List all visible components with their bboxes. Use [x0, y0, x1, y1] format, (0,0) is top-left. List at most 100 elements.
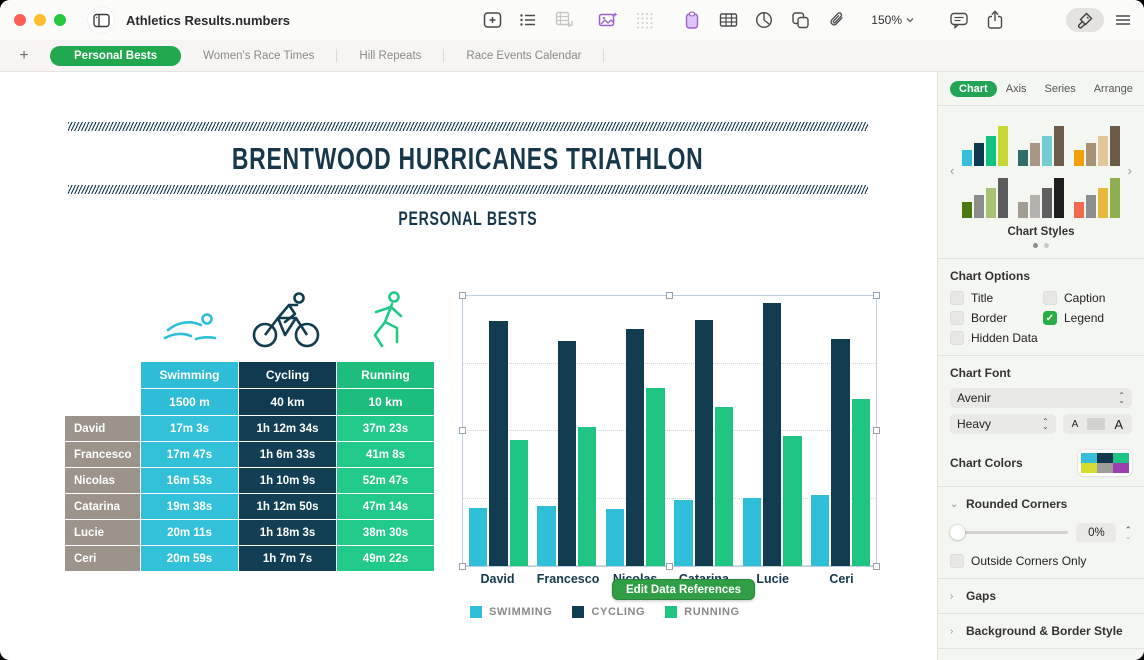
column-header[interactable]: Running: [337, 362, 434, 388]
table-cell[interactable]: 1h 6m 33s: [239, 442, 336, 467]
chart-style-thumbnail-5[interactable]: [1018, 174, 1064, 218]
bar-running-nicolas[interactable]: [646, 387, 665, 566]
selection-handle[interactable]: [459, 563, 466, 570]
chart-button[interactable]: [753, 9, 775, 31]
sheet-tab-race-events-calendar[interactable]: Race Events Calendar: [466, 49, 582, 62]
table-cell[interactable]: 49m 22s: [337, 546, 434, 571]
bar-cycling-david[interactable]: [489, 321, 508, 566]
chart-style-thumbnail-1[interactable]: [962, 122, 1008, 166]
column-header[interactable]: Cycling: [239, 362, 336, 388]
table-cell[interactable]: 20m 59s: [141, 546, 238, 571]
add-sheet-button[interactable]: +: [19, 46, 29, 64]
view-options-button[interactable]: [517, 9, 539, 31]
sheet-tab-women-s-race-times[interactable]: Women's Race Times: [203, 49, 315, 62]
shape-button[interactable]: [789, 9, 811, 31]
row-header[interactable]: David: [65, 416, 140, 441]
inspector-tab-chart[interactable]: Chart: [950, 81, 997, 97]
chart-style-thumbnail-6[interactable]: [1074, 174, 1120, 218]
table-cell[interactable]: 19m 38s: [141, 494, 238, 519]
checkbox-caption[interactable]: Caption: [1043, 291, 1132, 305]
bar-swimming-francesco[interactable]: [537, 506, 556, 566]
selection-handle[interactable]: [873, 292, 880, 299]
rounded-corners-value[interactable]: 0%: [1076, 523, 1117, 542]
column-subheader[interactable]: 40 km: [239, 389, 336, 415]
row-header[interactable]: Lucie: [65, 520, 140, 545]
table-cell[interactable]: 17m 3s: [141, 416, 238, 441]
bar-swimming-david[interactable]: [469, 508, 488, 566]
rounded-corners-disclosure[interactable]: ⌄ Rounded Corners: [950, 497, 1068, 511]
table-cell[interactable]: 52m 47s: [337, 468, 434, 493]
row-header[interactable]: Francesco: [65, 442, 140, 467]
table-cell[interactable]: 1h 12m 34s: [239, 416, 336, 441]
organize-button[interactable]: [1112, 9, 1134, 31]
table-cell[interactable]: 1h 18m 3s: [239, 520, 336, 545]
font-family-select[interactable]: Avenir ⌃ ⌄: [950, 388, 1132, 408]
column-subheader[interactable]: 10 km: [337, 389, 434, 415]
increase-font-button[interactable]: A: [1114, 416, 1123, 432]
inspector-tab-arrange[interactable]: Arrange: [1093, 83, 1133, 95]
text-tool-button[interactable]: [681, 9, 703, 31]
minimize-window-button[interactable]: [34, 14, 46, 26]
zoom-control[interactable]: 150%: [871, 13, 914, 27]
decrease-font-button[interactable]: A: [1071, 418, 1079, 430]
checkbox-border[interactable]: Border: [950, 311, 1039, 325]
bar-cycling-francesco[interactable]: [557, 341, 577, 566]
insert-table-rows-button[interactable]: [553, 9, 575, 31]
bar-swimming-catarina[interactable]: [674, 499, 693, 566]
close-window-button[interactable]: [14, 14, 26, 26]
chart-style-thumbnail-3[interactable]: [1074, 122, 1120, 166]
table-cell[interactable]: 1h 12m 50s: [239, 494, 336, 519]
inspector-tab-series[interactable]: Series: [1044, 83, 1076, 95]
personal-bests-table[interactable]: Swimming Cycling Running 1500 m 40 km 10 km Da…: [65, 362, 434, 571]
share-button[interactable]: [984, 9, 1006, 31]
checkbox-title[interactable]: Title: [950, 291, 1039, 305]
carousel-dot[interactable]: [1044, 243, 1049, 248]
section-gaps[interactable]: › Gaps: [950, 589, 997, 603]
column-subheader[interactable]: 1500 m: [141, 389, 238, 415]
zoom-window-button[interactable]: [54, 14, 66, 26]
bar-running-david[interactable]: [509, 439, 528, 566]
row-header[interactable]: Catarina: [65, 494, 140, 519]
row-header[interactable]: Nicolas: [65, 468, 140, 493]
bar-cycling-nicolas[interactable]: [626, 329, 645, 566]
format-button[interactable]: [1066, 8, 1104, 32]
grid-button[interactable]: [633, 9, 655, 31]
chart-colors-swatch[interactable]: [1078, 450, 1132, 476]
selection-handle[interactable]: [665, 292, 673, 299]
table-cell[interactable]: 37m 23s: [337, 416, 434, 441]
checkbox-legend[interactable]: ✓ Legend: [1043, 311, 1132, 325]
slider-knob[interactable]: [950, 524, 965, 540]
checkbox-hidden-data[interactable]: Hidden Data: [950, 331, 1039, 345]
selection-handle[interactable]: [873, 563, 880, 570]
carousel-dot[interactable]: [1033, 243, 1038, 248]
table-cell[interactable]: 17m 47s: [141, 442, 238, 467]
inspector-tab-axis[interactable]: Axis: [1005, 83, 1027, 95]
section-background-border-style[interactable]: › Background & Border Style: [950, 624, 1123, 638]
chart-style-thumbnail-4[interactable]: [962, 174, 1008, 218]
outside-corners-checkbox[interactable]: Outside Corners Only: [950, 554, 1132, 568]
bar-swimming-lucie[interactable]: [742, 497, 761, 566]
bar-running-lucie[interactable]: [783, 436, 802, 566]
row-header[interactable]: Ceri: [65, 546, 140, 571]
table-cell[interactable]: 41m 8s: [337, 442, 434, 467]
comment-button[interactable]: [948, 9, 970, 31]
selection-handle[interactable]: [459, 427, 466, 434]
bar-running-ceri[interactable]: [851, 399, 870, 566]
bar-chart[interactable]: [459, 292, 880, 570]
selection-handle[interactable]: [873, 427, 880, 434]
table-cell[interactable]: 1h 7m 7s: [239, 546, 336, 571]
table-cell[interactable]: 1h 10m 9s: [239, 468, 336, 493]
font-weight-select[interactable]: Heavy ⌃ ⌄: [950, 414, 1056, 434]
table-corner-cell[interactable]: [65, 389, 140, 415]
selection-handle[interactable]: [665, 563, 673, 570]
rounded-corners-stepper[interactable]: ⌃ ⌄: [1124, 524, 1132, 541]
bar-running-francesco[interactable]: [578, 427, 597, 566]
column-header[interactable]: Swimming: [141, 362, 238, 388]
table-cell[interactable]: 16m 53s: [141, 468, 238, 493]
bar-cycling-catarina[interactable]: [694, 320, 713, 566]
bar-cycling-lucie[interactable]: [762, 302, 782, 566]
table-cell[interactable]: 38m 30s: [337, 520, 434, 545]
rounded-corners-slider[interactable]: [950, 524, 1069, 540]
table-corner-cell[interactable]: [65, 362, 140, 388]
sidebar-toggle-button[interactable]: [88, 7, 114, 33]
